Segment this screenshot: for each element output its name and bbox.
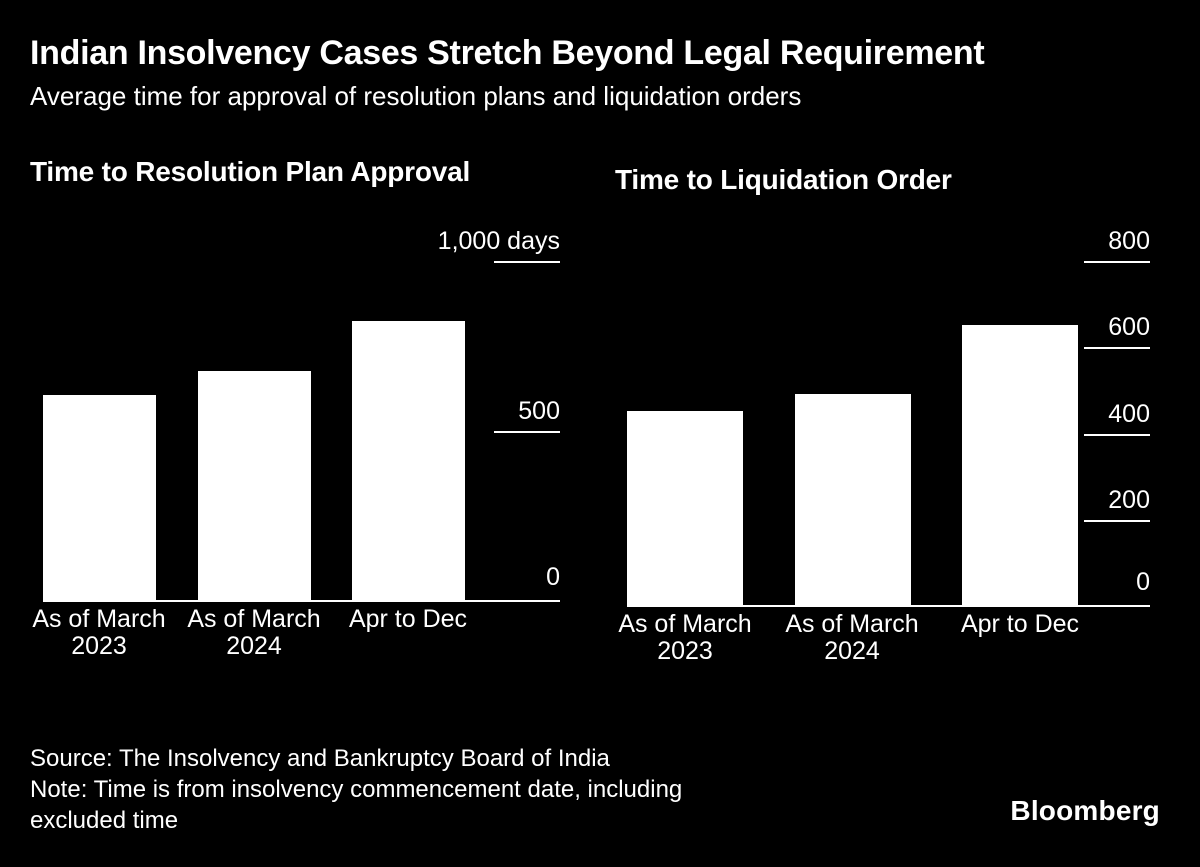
chart-title-resolution: Time to Resolution Plan Approval [30,156,471,187]
y-tick-mark-400 [1084,434,1150,436]
y-tick-label-500: 500 [518,397,560,425]
y-tick-label-800: 800 [1108,227,1150,255]
y-tick-mark-1000 [494,261,560,263]
x-category-label-2: As of March 2024 [159,606,349,660]
bar-1 [627,411,743,607]
x-category-label-line: As of March [187,605,321,633]
x-category-label-line: 2023 [71,632,127,660]
x-axis-line [43,600,560,602]
bar-1 [43,395,156,602]
bloomberg-logo: Bloomberg [1010,795,1160,826]
chart-title-liquidation: Time to Liquidation Order [615,164,952,195]
note-text-line-2: excluded time [30,807,179,834]
y-tick-mark-500 [494,431,560,433]
x-category-label-1: As of March 2023 [590,611,780,665]
chart-time-to-resolution-plan-approval: Time to Resolution Plan Approval 0 500 1,0… [30,150,560,690]
y-tick-mark-800 [1084,261,1150,263]
note-text-line-1: Note: Time is from insolvency commenceme… [30,776,683,803]
charts-row: Time to Resolution Plan Approval 0 500 1,0… [30,150,1180,690]
y-axis: 0 200 400 600 800 [615,229,1150,607]
page-subtitle: Average time for approval of resolution … [30,80,802,111]
x-category-label-2: As of March 2024 [757,611,947,665]
x-category-label-line: Apr to Dec [960,610,1080,638]
x-category-label-line: 2024 [226,632,282,660]
x-category-label-line: As of March [32,605,166,633]
x-category-label-line: 2024 [824,637,880,665]
x-category-label-line: Apr to Dec [348,605,468,633]
x-category-label-3: Apr to Dec [313,606,503,633]
bars-group [627,262,1078,607]
chart-time-to-liquidation-order: Time to Liquidation Order 0 200 400 600 800 … [615,150,1150,690]
bar-2 [197,371,311,602]
plot-area-liquidation: 0 200 400 600 800 [615,229,1150,607]
bars-group [43,262,465,602]
footer: Source: The Insolvency and Bankruptcy Bo… [30,743,682,836]
y-tick-mark-200 [1084,520,1150,522]
y-tick-mark-600 [1084,347,1150,349]
x-axis-line [627,605,1150,607]
y-tick-label-200: 200 [1108,485,1150,514]
x-category-label-line: 2023 [657,637,713,665]
bar-2 [794,394,911,607]
header: Indian Insolvency Cases Stretch Beyond L… [30,34,1170,111]
page-title: Indian Insolvency Cases Stretch Beyond L… [30,34,985,72]
y-tick-label-400: 400 [1108,399,1150,428]
y-tick-label-0: 0 [546,563,560,591]
x-category-label-line: As of March [785,610,919,638]
source-text: Source: The Insolvency and Bankruptcy Bo… [30,745,610,772]
bar-3 [962,325,1078,607]
plot-area-resolution: 0 500 1,000 days [30,229,560,602]
x-category-label-3: Apr to Dec [925,611,1115,638]
x-category-label-line: As of March [618,610,752,638]
x-category-label-1: As of March 2023 [4,606,194,660]
y-tick-label-600: 600 [1108,313,1150,342]
bar-3 [352,321,465,602]
y-tick-label-1000: 1,000 days [437,227,560,255]
y-axis: 0 500 1,000 days [30,229,560,602]
y-tick-label-0: 0 [1136,568,1150,596]
